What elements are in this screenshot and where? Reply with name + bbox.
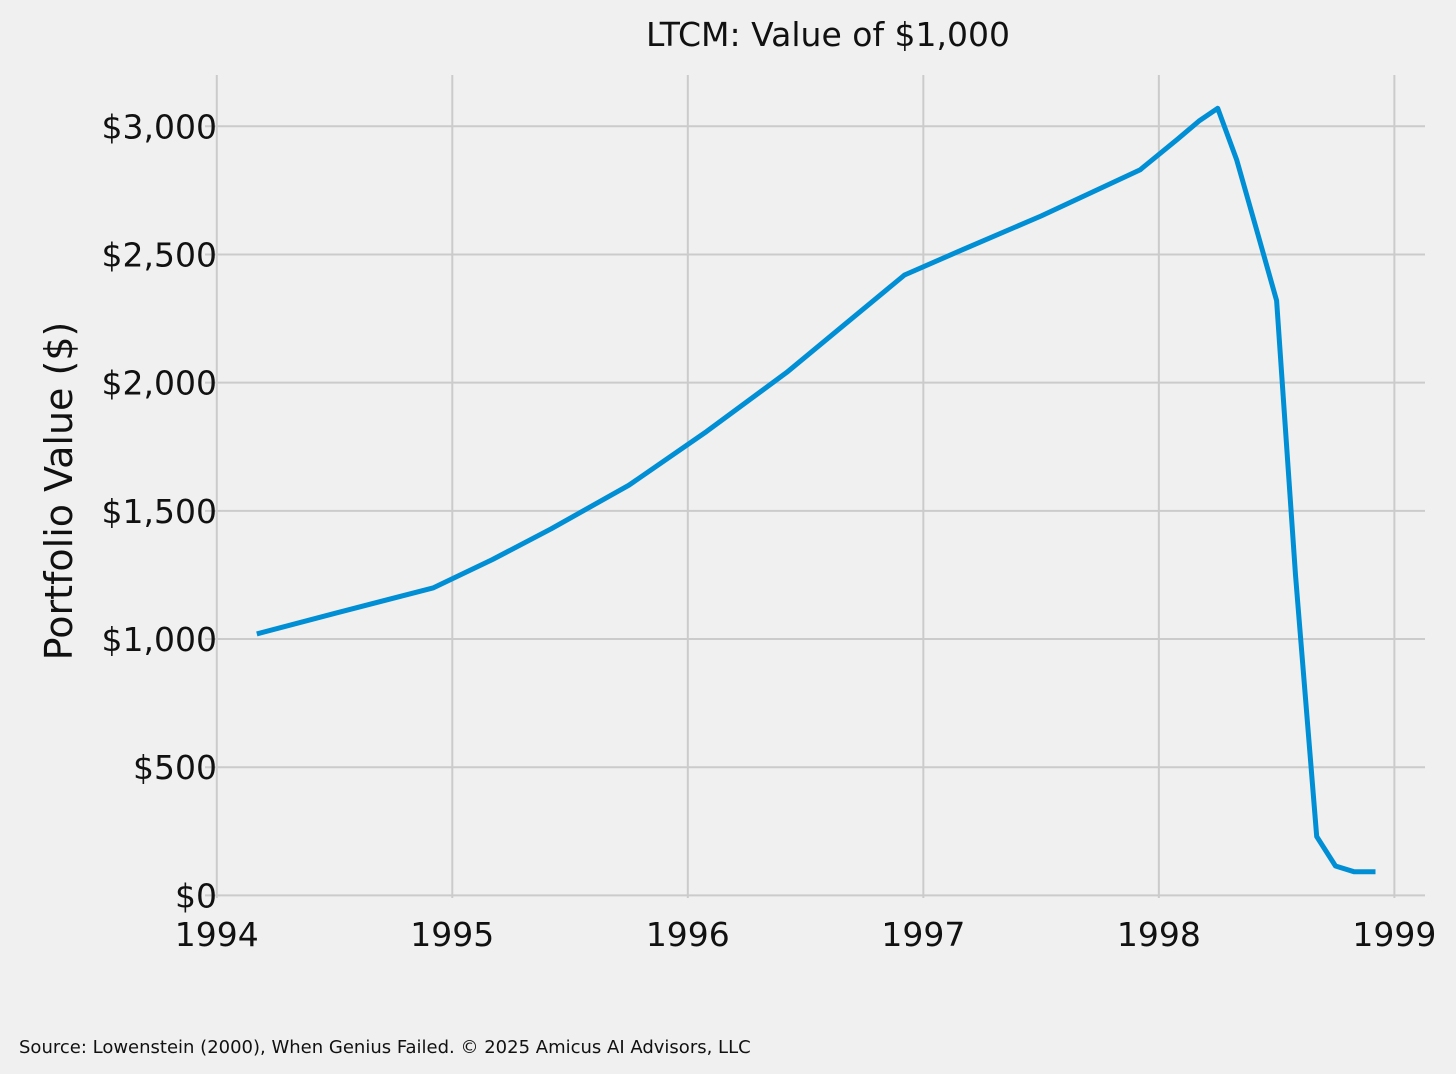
y-tick-label: $1,000	[102, 620, 217, 659]
y-axis-label: Portfolio Value ($)	[37, 322, 81, 661]
y-tick-label: $500	[133, 748, 217, 787]
y-tick-label: $3,000	[102, 107, 217, 146]
x-tick-label: 1997	[881, 915, 965, 954]
series-line	[256, 105, 1376, 875]
x-tick-label: 1996	[646, 915, 730, 954]
y-tick-label: $2,000	[102, 364, 217, 403]
chart-title: LTCM: Value of $1,000	[646, 15, 1010, 54]
x-tick-label: 1994	[175, 915, 259, 954]
source-note: Source: Lowenstein (2000), When Genius F…	[19, 1037, 751, 1058]
x-axis-ticks: 1994 1995 1996 1997 1998 1999	[175, 915, 1437, 954]
grid-lines	[205, 75, 1425, 898]
y-tick-label: $2,500	[102, 235, 217, 274]
series-group	[256, 105, 1376, 875]
y-axis-ticks: $0 $500 $1,000 $1,500 $2,000 $2,500 $3,000	[102, 107, 217, 915]
x-tick-label: 1995	[410, 915, 494, 954]
y-tick-label: $0	[175, 876, 217, 915]
x-tick-label: 1999	[1352, 915, 1436, 954]
y-tick-label: $1,500	[102, 492, 217, 531]
x-tick-label: 1998	[1117, 915, 1201, 954]
